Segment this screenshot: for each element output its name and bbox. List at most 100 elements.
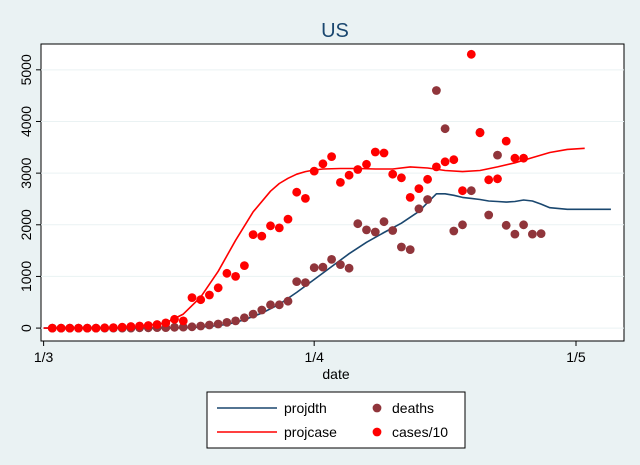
legend-marker [372,403,382,413]
point-cases-10 [283,214,293,224]
point-deaths [432,86,441,95]
point-deaths [240,313,249,323]
point-cases-10 [152,320,162,329]
point-cases-10 [82,323,92,333]
y-tick-label: 1000 [18,261,34,292]
point-cases-10 [318,159,328,169]
point-cases-10 [397,173,406,183]
point-deaths [458,220,467,230]
point-cases-10 [213,283,223,293]
point-cases-10 [257,231,267,241]
point-deaths [501,220,511,230]
x-axis-title: date [322,366,349,382]
legend-label: cases/10 [392,424,448,440]
y-tick-label: 0 [18,324,34,332]
point-cases-10 [432,162,441,172]
point-cases-10 [161,318,171,328]
point-deaths [222,318,232,327]
point-cases-10 [344,170,354,180]
point-deaths [536,229,546,239]
point-cases-10 [423,174,432,184]
legend-label: deaths [392,400,434,416]
point-deaths [449,226,459,236]
point-cases-10 [379,148,389,158]
point-deaths [466,186,476,196]
point-cases-10 [143,321,153,330]
x-tick-label: 1/5 [566,349,586,365]
point-cases-10 [301,194,310,203]
point-cases-10 [292,187,302,197]
point-cases-10 [484,175,494,185]
x-tick-label: 1/4 [304,349,324,365]
point-cases-10 [274,223,284,233]
point-deaths [309,263,319,273]
x-tick-label: 1/3 [34,349,54,365]
point-cases-10 [458,186,467,196]
plot-area: 0 1000 2000 3000 4000 5000 1/3 1/4 1/5 [18,43,625,365]
legend: projdth deaths projcase cases/10 [206,391,466,449]
point-cases-10 [414,184,424,194]
point-deaths [205,320,214,330]
point-cases-10 [440,157,450,167]
point-cases-10 [240,261,249,270]
point-deaths [397,242,406,252]
legend-label-projdth: projdth [284,400,327,416]
point-cases-10 [187,293,197,302]
point-deaths [440,124,450,134]
point-deaths [196,321,206,331]
point-cases-10 [65,323,75,333]
point-cases-10 [178,316,188,326]
point-cases-10 [510,153,520,163]
point-deaths [336,260,345,269]
point-cases-10 [405,193,415,202]
point-deaths [493,150,502,160]
legend-marker [372,427,382,437]
point-cases-10 [56,323,66,333]
point-cases-10 [309,166,319,176]
point-cases-10 [205,290,214,300]
point-deaths [231,316,241,326]
point-cases-10 [501,136,511,146]
point-deaths [292,277,302,286]
point-deaths [344,263,354,273]
point-cases-10 [231,272,241,281]
y-axis: 0 1000 2000 3000 4000 5000 [18,54,41,332]
point-cases-10 [519,153,528,163]
point-cases-10 [370,147,380,157]
series-layer [43,49,611,333]
point-deaths [388,226,398,235]
point-deaths [266,300,275,310]
y-tick-label: 5000 [18,54,34,85]
y-tick-label: 2000 [18,209,34,240]
point-deaths [170,322,179,332]
point-cases-10 [126,322,136,331]
point-cases-10 [266,221,275,231]
point-cases-10 [135,321,145,331]
point-deaths [370,227,380,237]
point-deaths [423,195,432,204]
point-deaths [362,225,371,235]
point-deaths [405,245,415,255]
x-axis: 1/3 1/4 1/5 [34,341,586,365]
y-tick-label: 3000 [18,157,34,188]
point-deaths [213,319,223,329]
point-deaths [248,309,258,319]
point-cases-10 [248,230,258,240]
point-cases-10 [47,323,57,333]
point-deaths [187,322,197,332]
point-cases-10 [475,128,485,138]
point-deaths [178,322,188,332]
point-deaths [414,204,424,214]
point-deaths [510,229,520,239]
point-cases-10 [493,174,502,184]
point-deaths [274,300,284,310]
point-cases-10 [196,295,206,305]
y-tick-label: 4000 [18,106,34,137]
point-cases-10 [117,322,127,332]
point-deaths [318,262,328,272]
point-cases-10 [388,169,398,179]
point-deaths [519,220,528,230]
point-deaths [353,219,363,229]
point-cases-10 [353,165,363,174]
